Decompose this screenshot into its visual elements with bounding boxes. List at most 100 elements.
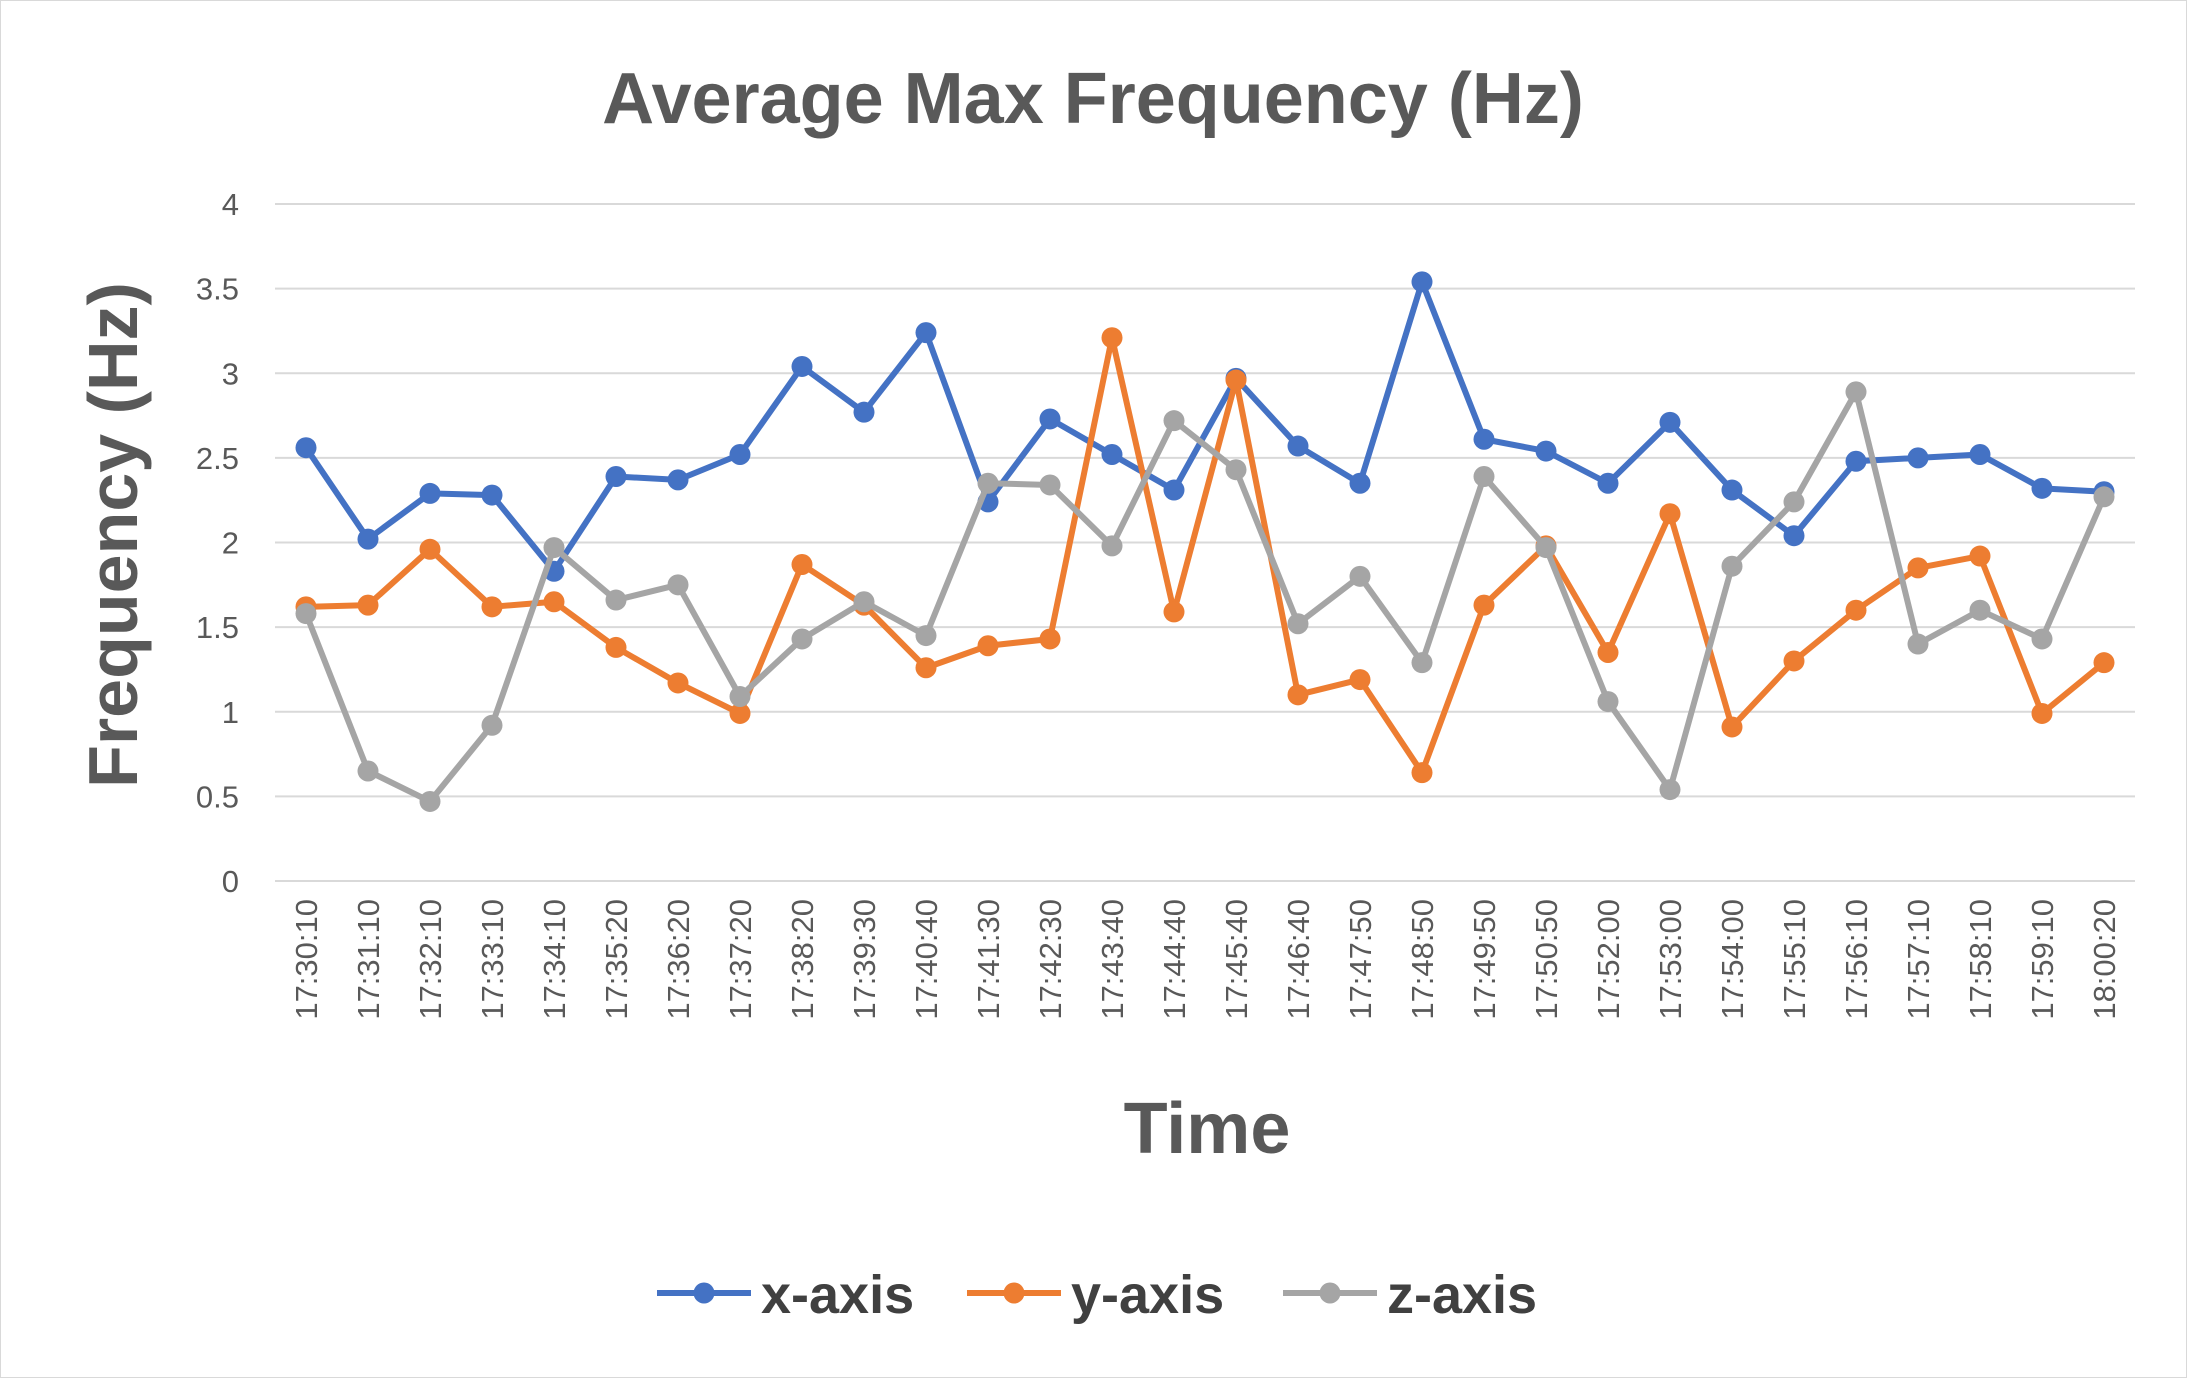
- legend-item: z-axis: [1283, 1265, 1537, 1325]
- legend-item: x-axis: [657, 1265, 914, 1325]
- data-point: [605, 465, 627, 487]
- legend-label: z-axis: [1387, 1265, 1537, 1325]
- data-point: [1163, 479, 1185, 501]
- data-point: [1907, 447, 1929, 469]
- data-point: [729, 702, 751, 724]
- series-x-axis: [295, 271, 2115, 582]
- data-point: [481, 714, 503, 736]
- data-point: [1287, 684, 1309, 706]
- y-tick-label: 3.5: [196, 272, 239, 307]
- data-point: [1287, 435, 1309, 457]
- data-point: [1225, 459, 1247, 481]
- y-tick-label: 2.5: [196, 441, 239, 476]
- data-point: [1659, 779, 1681, 801]
- series-layer: [295, 271, 2115, 812]
- data-point: [1845, 599, 1867, 621]
- data-point: [2093, 652, 2115, 674]
- data-point: [2093, 486, 2115, 508]
- data-point: [1473, 428, 1495, 450]
- data-point: [1473, 465, 1495, 487]
- data-point: [357, 528, 379, 550]
- data-point: [1721, 555, 1743, 577]
- data-point: [1845, 450, 1867, 472]
- y-tick-label: 1.5: [196, 610, 239, 645]
- data-point: [295, 603, 317, 625]
- data-point: [2031, 702, 2053, 724]
- y-tick-label: 0: [222, 864, 239, 899]
- data-point: [1907, 633, 1929, 655]
- data-point: [1163, 601, 1185, 623]
- data-point: [1535, 537, 1557, 559]
- data-point: [1411, 762, 1433, 784]
- data-point: [1597, 691, 1619, 713]
- series-line: [303, 388, 2107, 805]
- data-point: [1411, 652, 1433, 674]
- x-tick-label: 17:57:10: [1901, 899, 1936, 1020]
- y-tick-labels: 0 0.5 1 1.5 2 2.5 3 3.5 4: [196, 187, 239, 899]
- data-point: [1349, 669, 1371, 691]
- y-tick-label: 0.5: [196, 779, 239, 814]
- data-point: [667, 469, 689, 491]
- data-point: [2031, 477, 2053, 499]
- y-tick-label: 4: [222, 187, 239, 222]
- y-axis-title: Frequency (Hz): [74, 282, 152, 788]
- data-point: [915, 322, 937, 344]
- x-tick-label: 17:43:40: [1095, 899, 1130, 1020]
- data-point: [1659, 503, 1681, 525]
- data-point: [295, 437, 317, 459]
- data-point: [1907, 557, 1929, 579]
- data-point: [1287, 613, 1309, 635]
- x-tick-label: 17:55:10: [1777, 899, 1812, 1020]
- x-tick-label: 17:35:20: [599, 899, 634, 1020]
- legend-label: x-axis: [761, 1265, 914, 1325]
- x-tick-label: 17:47:50: [1343, 899, 1378, 1020]
- x-tick-label: 17:56:10: [1839, 899, 1874, 1020]
- data-point: [791, 355, 813, 377]
- x-tick-label: 17:42:30: [1033, 899, 1068, 1020]
- data-point: [543, 537, 565, 559]
- y-tick-label: 3: [222, 356, 239, 391]
- data-point: [915, 625, 937, 647]
- legend-marker: [693, 1282, 715, 1304]
- data-point: [791, 554, 813, 576]
- data-point: [1969, 599, 1991, 621]
- y-tick-label: 1: [222, 695, 239, 730]
- data-point: [791, 628, 813, 650]
- x-tick-label: 17:52:00: [1591, 899, 1626, 1020]
- data-point: [1349, 565, 1371, 587]
- x-tick-label: 17:50:50: [1529, 899, 1564, 1020]
- data-point: [1783, 650, 1805, 672]
- data-point: [1163, 410, 1185, 432]
- x-tick-label: 17:30:10: [289, 899, 324, 1020]
- data-point: [977, 472, 999, 494]
- series-y-axis: [295, 327, 2115, 784]
- data-point: [1225, 369, 1247, 391]
- x-tick-label: 17:38:20: [785, 899, 820, 1020]
- x-tick-label: 17:54:00: [1715, 899, 1750, 1020]
- series-line: [303, 278, 2107, 575]
- legend-item: y-axis: [967, 1265, 1224, 1325]
- x-tick-label: 17:49:50: [1467, 899, 1502, 1020]
- x-tick-label: 17:46:40: [1281, 899, 1316, 1020]
- x-tick-labels: 17:30:10 17:31:10 17:32:10 17:33:10 17:34:10…: [289, 899, 2122, 1020]
- data-point: [419, 790, 441, 812]
- legend-marker: [1003, 1282, 1025, 1304]
- data-point: [357, 594, 379, 616]
- x-tick-label: 17:40:40: [909, 899, 944, 1020]
- x-tick-label: 18:00:20: [2087, 899, 2122, 1020]
- data-point: [2031, 628, 2053, 650]
- data-point: [419, 538, 441, 560]
- data-point: [1597, 642, 1619, 664]
- data-point: [1039, 628, 1061, 650]
- data-point: [1411, 271, 1433, 293]
- x-tick-label: 17:39:30: [847, 899, 882, 1020]
- data-point: [1535, 440, 1557, 462]
- data-point: [1783, 491, 1805, 513]
- data-point: [1783, 525, 1805, 547]
- x-tick-label: 17:58:10: [1963, 899, 1998, 1020]
- data-point: [1721, 479, 1743, 501]
- data-point: [1039, 408, 1061, 430]
- data-point: [853, 401, 875, 423]
